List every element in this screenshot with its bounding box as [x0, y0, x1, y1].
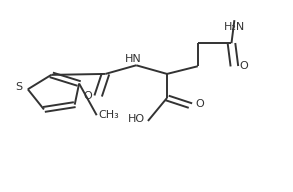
Text: S: S [16, 82, 23, 92]
Text: O: O [84, 91, 92, 101]
Text: O: O [196, 99, 205, 109]
Text: H₂N: H₂N [224, 22, 245, 32]
Text: HO: HO [128, 114, 145, 124]
Text: O: O [240, 61, 248, 71]
Text: HN: HN [125, 54, 142, 64]
Text: CH₃: CH₃ [99, 110, 119, 120]
